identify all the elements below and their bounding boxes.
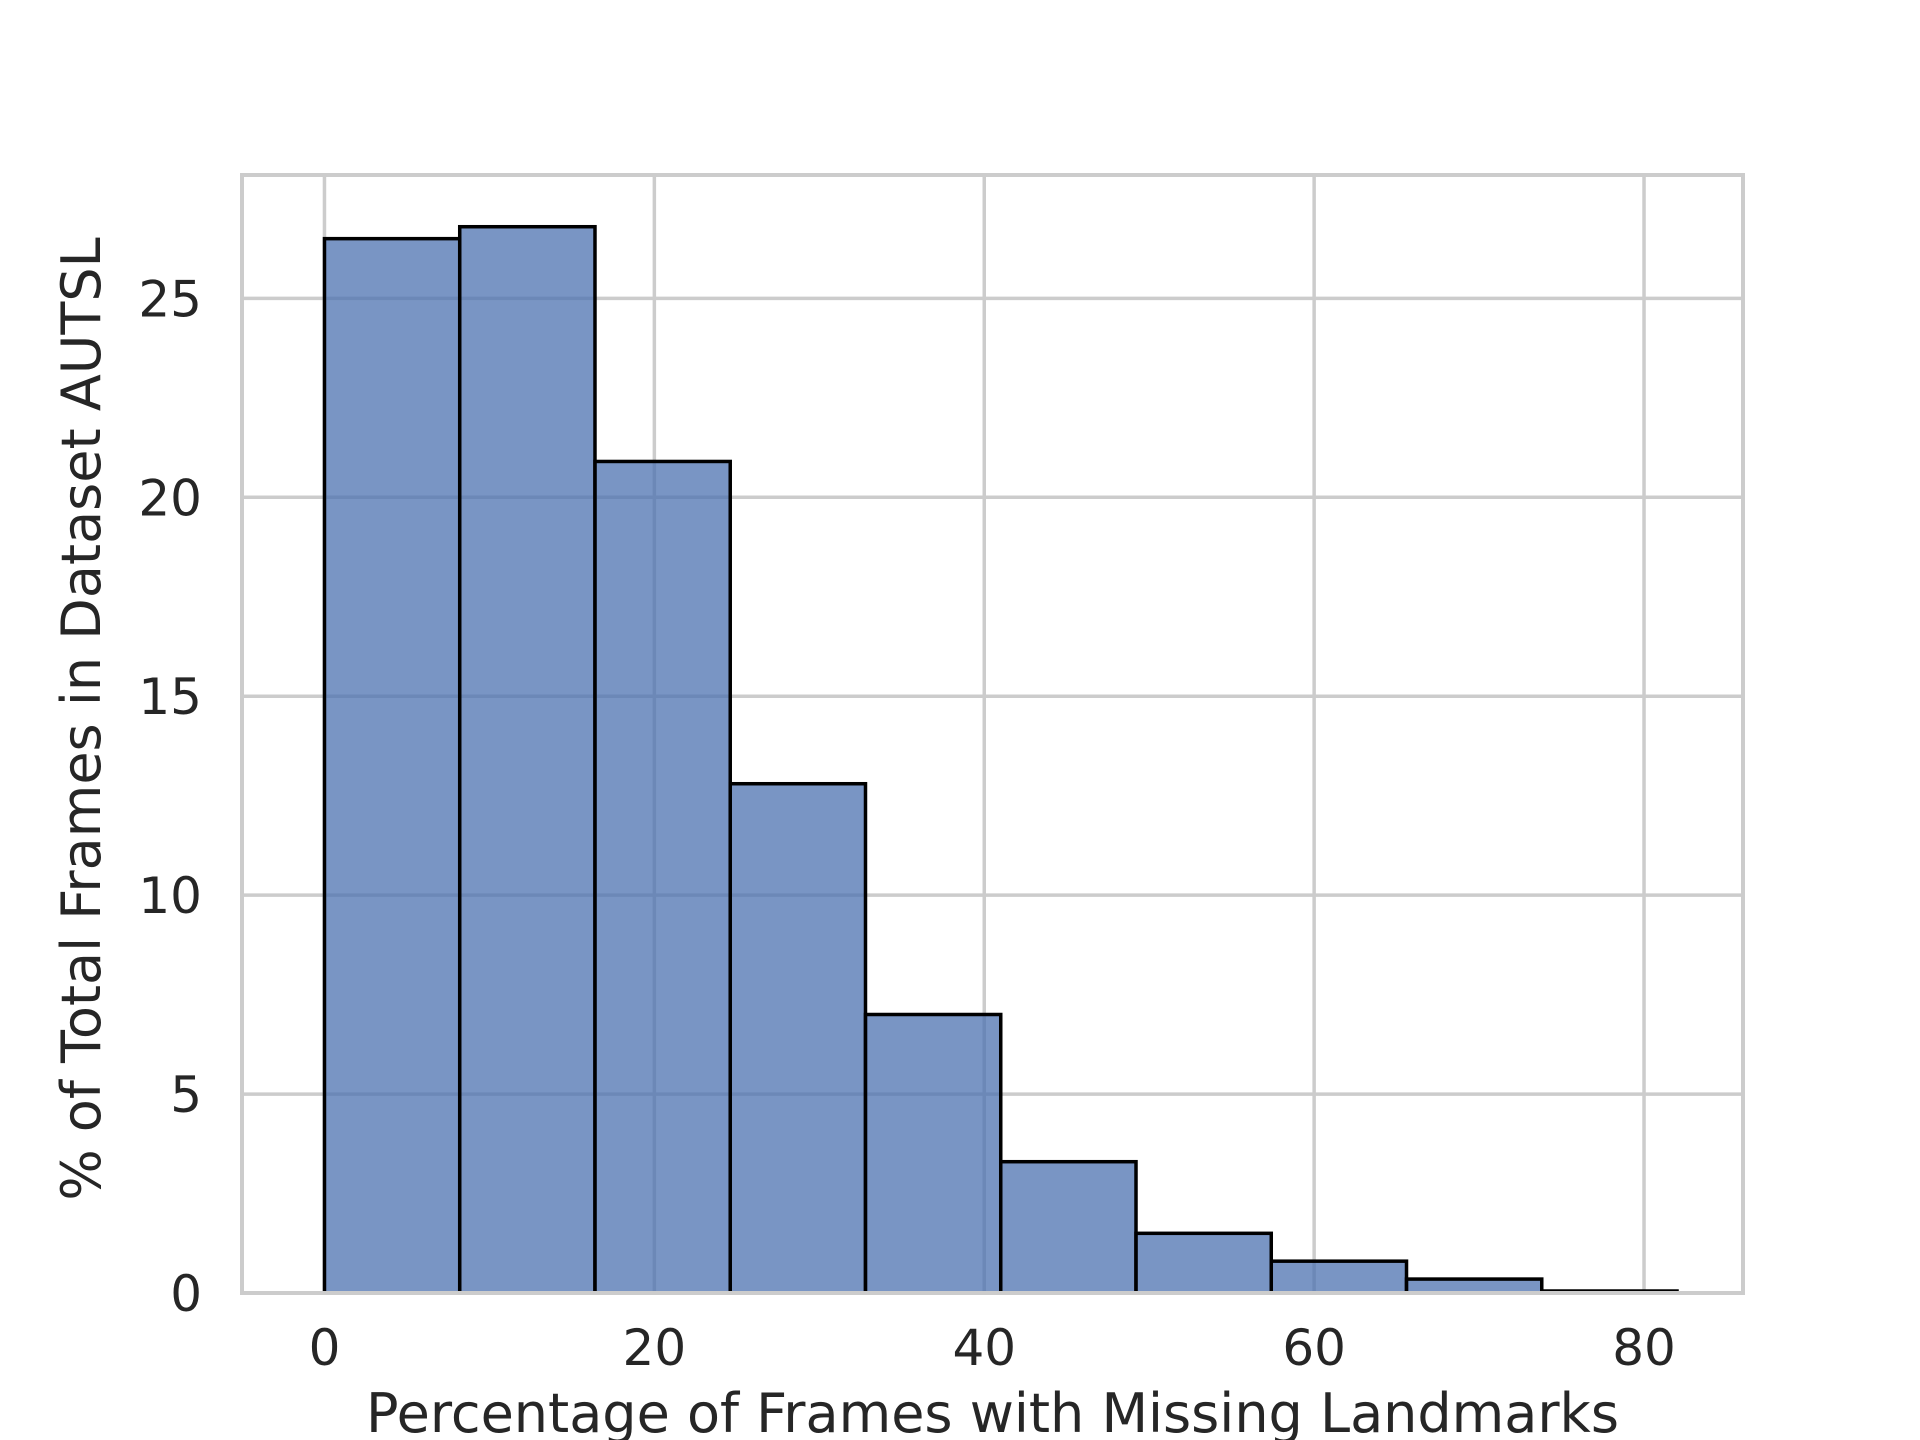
y-tick-label: 5 <box>170 1066 202 1124</box>
x-tick-label: 0 <box>309 1319 341 1377</box>
histogram-bar <box>1134 1231 1274 1295</box>
x-axis-label: Percentage of Frames with Missing Landma… <box>366 1382 1619 1440</box>
x-tick-label: 40 <box>952 1319 1016 1377</box>
y-tick-label: 15 <box>138 668 202 726</box>
y-tick-label: 10 <box>138 867 202 925</box>
histogram-bar <box>1404 1277 1544 1295</box>
y-tick-label: 25 <box>138 270 202 328</box>
y-tick-label: 0 <box>170 1265 202 1323</box>
x-tick-labels: 0 20 40 60 80 <box>309 1319 1676 1377</box>
histogram-bars <box>322 224 1679 1295</box>
y-tick-label: 20 <box>138 469 202 527</box>
y-tick-labels: 0 5 10 15 20 25 <box>138 270 202 1323</box>
histogram-bar <box>322 236 462 1295</box>
histogram-bar <box>1269 1259 1409 1295</box>
histogram-bar <box>998 1159 1138 1295</box>
histogram-bar <box>863 1012 1003 1295</box>
histogram-bar <box>728 781 868 1295</box>
histogram-bar <box>593 459 732 1295</box>
plot-frame <box>240 173 1745 1295</box>
x-tick-label: 80 <box>1612 1319 1676 1377</box>
x-tick-label: 20 <box>623 1319 687 1377</box>
histogram-bar <box>457 224 597 1295</box>
x-tick-label: 60 <box>1282 1319 1346 1377</box>
y-axis-label: % of Total Frames in Dataset AUTSL <box>50 237 113 1200</box>
